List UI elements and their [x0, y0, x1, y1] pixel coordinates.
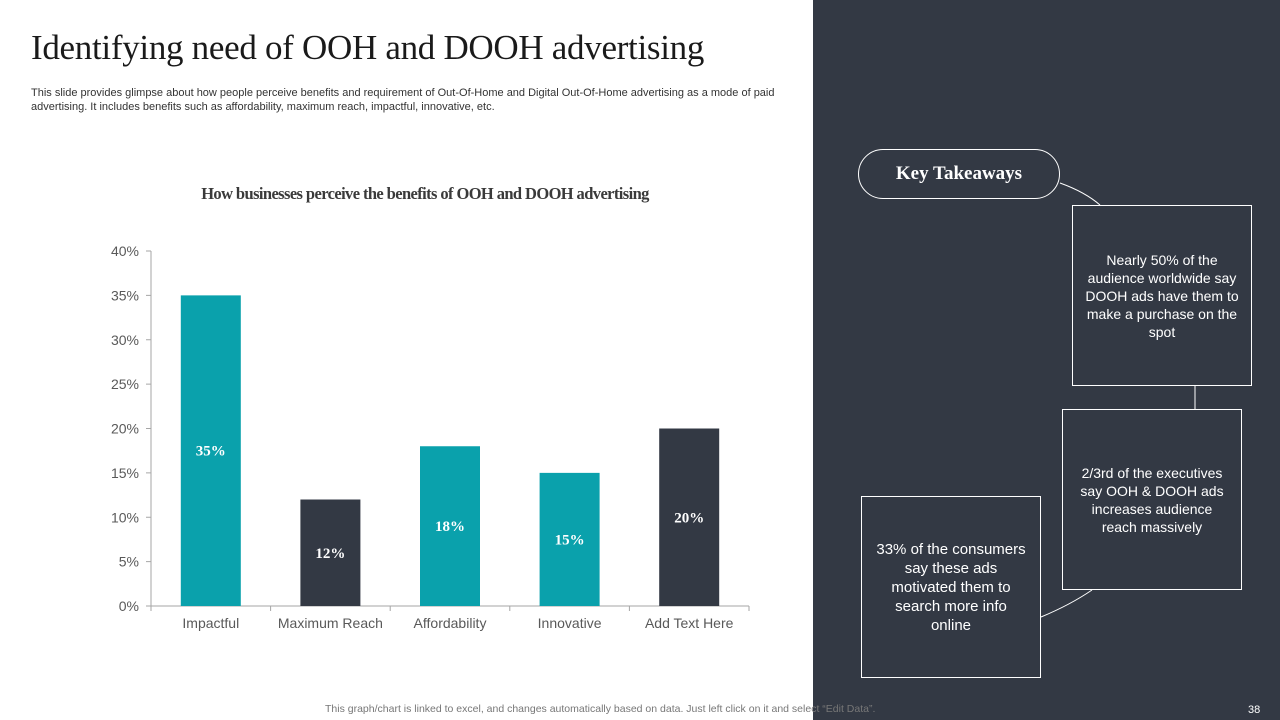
y-tick-label: 40%: [111, 243, 139, 259]
takeaway-box-1: Nearly 50% of the audience worldwide say…: [1072, 205, 1252, 386]
takeaway-text-2: 2/3rd of the executives say OOH & DOOH a…: [1080, 464, 1224, 535]
y-tick-label: 25%: [111, 376, 139, 392]
slide-subtitle: This slide provides glimpse about how pe…: [31, 87, 775, 113]
bar-data-label: 18%: [435, 519, 465, 535]
y-tick-label: 30%: [111, 332, 139, 348]
bar-chart[interactable]: 0% 5% 10% 15% 20% 25% 30% 35% 40% 35% Impactful 12%…: [0, 0, 813, 720]
x-tick-label: Maximum Reach: [278, 615, 383, 631]
y-tick-label: 20%: [111, 421, 139, 437]
bar: [659, 428, 720, 606]
chart-title: How businesses perceive the benefits of …: [201, 184, 649, 203]
takeaway-text-1: Nearly 50% of the audience worldwide say…: [1085, 251, 1239, 340]
takeaway-text-3: 33% of the consumers say these ads motiv…: [876, 540, 1026, 634]
takeaway-box-2: 2/3rd of the executives say OOH & DOOH a…: [1062, 409, 1242, 590]
x-tick-label: Impactful: [182, 615, 239, 631]
page-number: 38: [1248, 704, 1261, 716]
bar: [300, 499, 361, 606]
bar-data-label: 15%: [555, 532, 585, 548]
bar: [180, 295, 241, 606]
x-tick-label: Affordability: [414, 615, 487, 631]
x-tick-label: Add Text Here: [645, 615, 734, 631]
y-tick-label: 10%: [111, 509, 139, 525]
key-takeaways-badge: Key Takeaways: [858, 149, 1060, 199]
bar-data-label: 12%: [315, 546, 345, 562]
y-tick-label: 5%: [119, 554, 139, 570]
footer-note: This graph/chart is linked to excel, and…: [325, 703, 876, 715]
x-tick-label: Innovative: [538, 615, 602, 631]
y-tick-label: 35%: [111, 287, 139, 303]
takeaway-box-3: 33% of the consumers say these ads motiv…: [861, 496, 1041, 678]
slide-title: Identifying need of OOH and DOOH adverti…: [31, 28, 705, 67]
bar-data-label: 35%: [196, 444, 226, 460]
bar: [420, 446, 480, 606]
y-tick-label: 15%: [111, 465, 139, 481]
bar: [539, 472, 600, 606]
bar-data-label: 20%: [674, 510, 704, 526]
y-tick-label: 0%: [119, 598, 139, 614]
